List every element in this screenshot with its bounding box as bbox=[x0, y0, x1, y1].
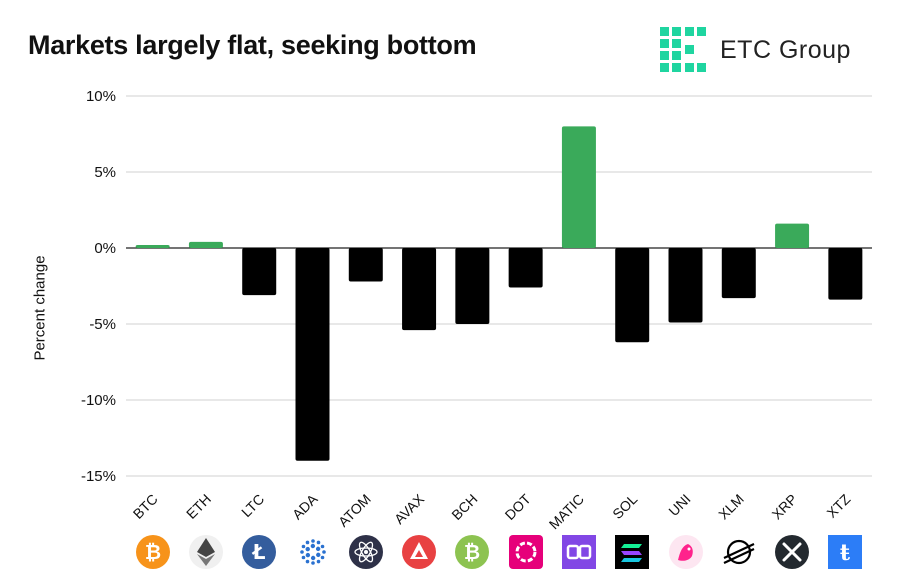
bar-ltc bbox=[242, 248, 277, 296]
x-tick-label: BCH bbox=[448, 491, 480, 523]
x-tick-label: XRP bbox=[769, 491, 801, 523]
brand-logo: ETC Group bbox=[658, 25, 878, 75]
chart-title: Markets largely flat, seeking bottom bbox=[28, 30, 477, 60]
x-tick-label: ATOM bbox=[335, 491, 374, 530]
y-tick-label: -5% bbox=[89, 316, 116, 333]
x-tick-label: ADA bbox=[289, 490, 321, 522]
x-tick-label: DOT bbox=[502, 490, 535, 523]
bar-dot bbox=[508, 248, 543, 288]
x-tick-label: XTZ bbox=[823, 490, 853, 520]
x-tick-label: XLM bbox=[715, 491, 747, 523]
bar-xtz bbox=[828, 248, 863, 300]
etc-group-logo-icon bbox=[660, 27, 706, 72]
x-tick-label: BTC bbox=[130, 491, 161, 522]
bar-eth bbox=[188, 241, 223, 248]
bar-uni bbox=[668, 248, 703, 323]
y-tick-label: -15% bbox=[81, 468, 116, 485]
x-tick-label: UNI bbox=[665, 491, 693, 519]
x-tick-label: LTC bbox=[238, 491, 267, 520]
y-tick-label: 0% bbox=[94, 240, 116, 257]
brand-name: ETC Group bbox=[720, 36, 851, 64]
bar-atom bbox=[348, 248, 383, 282]
bar-matic bbox=[561, 126, 596, 248]
x-tick-label: MATIC bbox=[546, 491, 587, 532]
bar-btc bbox=[135, 244, 170, 248]
bar-xrp bbox=[775, 223, 810, 248]
bar-bch bbox=[455, 248, 490, 324]
bar-sol bbox=[615, 248, 650, 343]
x-tick-label: AVAX bbox=[391, 490, 428, 527]
bar-xlm bbox=[721, 248, 756, 299]
y-tick-label: 10% bbox=[86, 88, 116, 105]
y-tick-label: -10% bbox=[81, 392, 116, 409]
x-tick-label: ETH bbox=[183, 491, 214, 522]
x-tick-label: SOL bbox=[609, 491, 640, 522]
bar-ada bbox=[295, 248, 330, 461]
bar-avax bbox=[402, 248, 437, 331]
y-tick-label: 5% bbox=[94, 164, 116, 181]
